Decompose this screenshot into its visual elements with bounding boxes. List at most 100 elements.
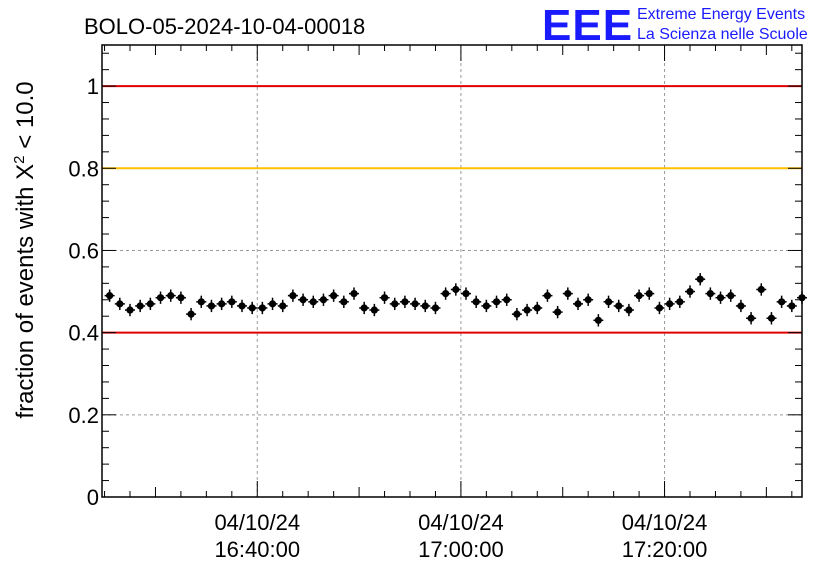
x-tick-label-time: 17:20:00	[622, 537, 708, 562]
point-marker	[533, 304, 541, 312]
point-marker	[309, 298, 317, 306]
point-marker	[228, 298, 236, 306]
plot-frame	[101, 44, 803, 498]
y-tick-label: 1	[87, 74, 99, 99]
data-point	[226, 295, 237, 308]
point-marker	[340, 298, 348, 306]
data-point	[145, 297, 156, 311]
data-point	[359, 301, 370, 315]
plot-border	[101, 44, 803, 498]
point-marker	[401, 298, 409, 306]
data-point	[644, 287, 655, 300]
data-point	[247, 301, 258, 315]
point-marker	[106, 292, 114, 300]
point-marker	[116, 300, 124, 308]
data-point	[552, 305, 563, 319]
y-axis-label: fraction of events with X2 < 10.0	[11, 81, 39, 418]
data-point	[664, 297, 675, 311]
data-point	[338, 295, 349, 308]
data-point	[685, 285, 695, 298]
eee-logo-mark: EEE	[542, 1, 633, 50]
point-marker	[513, 310, 521, 318]
data-point	[593, 314, 604, 327]
data-point	[318, 293, 329, 306]
data-point	[267, 297, 278, 311]
data-point	[175, 291, 186, 304]
point-marker	[788, 302, 796, 310]
point-marker	[503, 296, 511, 304]
point-marker	[279, 302, 287, 310]
data-point	[114, 297, 125, 311]
data-point	[308, 295, 319, 308]
data-point	[104, 289, 115, 302]
data-point	[511, 307, 522, 321]
data-point	[532, 301, 543, 315]
point-marker	[645, 290, 653, 298]
data-point	[237, 299, 247, 313]
data-point	[196, 295, 207, 308]
point-marker	[594, 316, 602, 324]
point-marker	[258, 304, 266, 312]
x-axis-ticks: 04/10/2416:40:0004/10/2417:00:0004/10/24…	[104, 45, 793, 562]
point-marker	[716, 294, 725, 302]
point-marker	[655, 304, 664, 312]
data-point	[389, 297, 400, 311]
y-axis-ticks: 0 0.2 0.4 0.6 0.8 1	[68, 52, 802, 510]
point-marker	[146, 300, 154, 308]
y-axis-label-suffix: < 10.0	[12, 81, 39, 155]
point-marker	[167, 292, 175, 300]
point-marker	[482, 302, 490, 310]
point-marker	[492, 298, 501, 306]
point-marker	[187, 310, 195, 318]
data-point	[206, 299, 217, 313]
x-tick-label-date: 04/10/24	[622, 510, 708, 535]
eee-logo-line1: Extreme Energy Events	[637, 6, 805, 23]
point-marker	[218, 300, 226, 308]
data-point	[399, 295, 410, 308]
point-marker	[126, 306, 134, 314]
data-point	[705, 287, 716, 300]
data-point	[766, 312, 777, 325]
point-marker	[604, 298, 613, 306]
point-marker	[635, 292, 643, 300]
point-marker	[452, 285, 460, 294]
data-point	[135, 299, 146, 313]
data-point	[481, 299, 492, 313]
data-point	[746, 312, 757, 325]
point-marker	[197, 298, 205, 306]
data-point	[165, 289, 176, 302]
data-point	[125, 303, 135, 317]
data-point	[623, 303, 634, 317]
point-marker	[248, 304, 256, 312]
point-marker	[778, 298, 786, 306]
point-marker	[380, 294, 389, 302]
data-point	[450, 283, 461, 296]
point-marker	[462, 290, 470, 298]
point-marker	[360, 304, 368, 312]
data-point	[654, 301, 665, 315]
point-marker	[289, 292, 297, 300]
point-marker	[268, 300, 277, 308]
data-point	[562, 287, 573, 300]
data-point	[369, 303, 380, 317]
data-point	[410, 297, 421, 311]
point-marker	[574, 300, 582, 308]
data-point	[349, 287, 359, 300]
point-marker	[737, 302, 745, 310]
data-point	[776, 295, 787, 308]
point-marker	[686, 287, 694, 296]
data-point	[471, 295, 482, 308]
point-marker	[625, 306, 633, 314]
point-marker	[615, 302, 623, 310]
data-point	[756, 283, 767, 296]
y-axis-label-prefix: fraction of events with X	[12, 164, 39, 419]
point-marker	[666, 300, 674, 308]
data-point	[420, 299, 431, 313]
data-point	[257, 301, 268, 315]
data-point	[440, 287, 451, 300]
eee-logo: EEE Extreme Energy Events La Scienza nel…	[542, 1, 808, 50]
data-point	[674, 295, 685, 308]
x-tick-label-date: 04/10/24	[214, 510, 300, 535]
point-marker	[706, 290, 714, 298]
